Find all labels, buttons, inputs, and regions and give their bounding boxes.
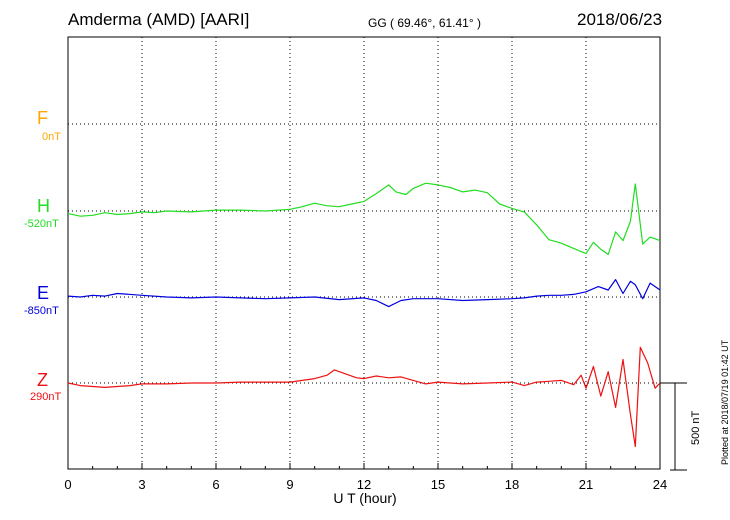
scale-bar-label: 500 nT xyxy=(690,410,702,445)
scale-bar xyxy=(660,382,687,471)
plotted-timestamp: Plotted at 2018/07/19 01:42 UT xyxy=(720,339,730,465)
plot-date: 2018/06/23 xyxy=(577,10,663,29)
x-tick-label: 18 xyxy=(505,477,519,492)
series-group xyxy=(67,182,661,448)
channel-e-label: E xyxy=(37,283,50,303)
channel-f-baseline: 0nT xyxy=(42,131,61,143)
channel-e-baseline: -850nT xyxy=(24,305,59,317)
geo-coordinates: GG ( 69.46°, 61.41° ) xyxy=(368,16,481,30)
x-tick-label: 24 xyxy=(653,477,667,492)
grid-lines xyxy=(68,37,660,469)
channel-h-label: H xyxy=(37,196,50,216)
station-title: Amderma (AMD) [AARI] xyxy=(68,10,250,29)
x-axis-ticks: 0 3 6 9 12 15 18 21 24 xyxy=(64,463,667,492)
x-tick-label: 9 xyxy=(286,477,293,492)
channel-z-label: Z xyxy=(37,370,48,390)
x-tick-label: 6 xyxy=(212,477,219,492)
series-z-line xyxy=(67,346,661,448)
x-tick-label: 21 xyxy=(579,477,593,492)
x-tick-label: 3 xyxy=(138,477,145,492)
series-e-line xyxy=(67,279,661,308)
channel-f-label: F xyxy=(37,108,48,128)
series-h-line xyxy=(67,182,661,256)
channel-z-baseline: 290nT xyxy=(30,391,62,403)
x-tick-label: 15 xyxy=(431,477,445,492)
channel-h-baseline: -520nT xyxy=(24,218,59,230)
x-tick-label: 0 xyxy=(64,477,71,492)
x-axis-label: U T (hour) xyxy=(333,490,397,506)
x-tick-label: 12 xyxy=(357,477,371,492)
